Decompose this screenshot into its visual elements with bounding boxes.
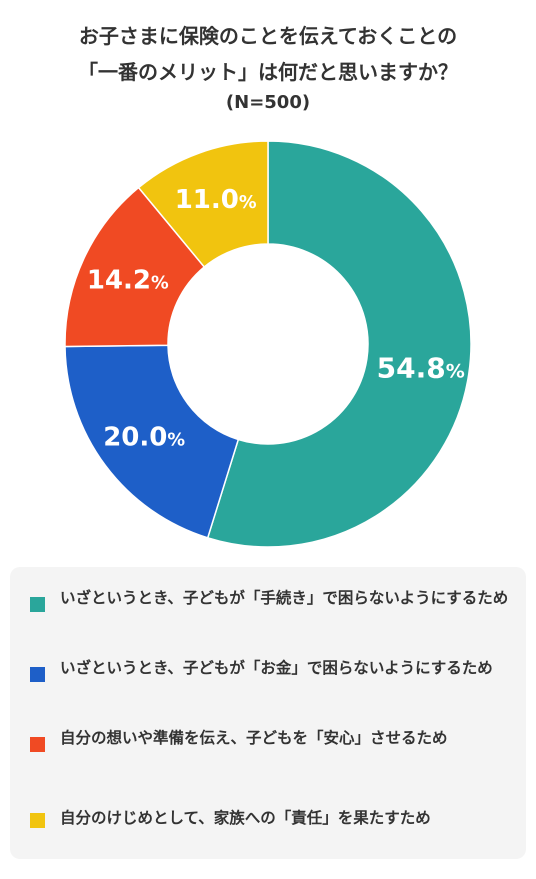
legend: いざというとき、子どもが「手続き」で困らないようにするため いざというとき、子ども…: [10, 567, 526, 859]
legend-label-4: 自分のけじめとして、家族への「責任」を果たすため: [60, 809, 431, 827]
legend-swatch-3: [30, 737, 45, 752]
slice-value-label-2: 20.0%: [103, 423, 185, 453]
donut-chart: 54.8% 20.0% 14.2% 11.0%: [64, 140, 472, 548]
legend-swatch-1: [30, 597, 45, 612]
legend-label-1: いざというとき、子どもが「手続き」で困らないようにするため: [60, 589, 509, 607]
donut-slice-2: [64, 344, 240, 539]
slice-value-label-4: 11.0%: [175, 185, 257, 215]
donut-slice-1: [206, 140, 472, 548]
title-line-1: お子さまに保険のことを伝えておくことの: [78, 24, 458, 48]
legend-swatch-4: [30, 813, 45, 828]
legend-label-3: 自分の想いや準備を伝え、子どもを「安心」させるため: [60, 729, 448, 747]
slice-value-label-1: 54.8%: [377, 351, 465, 384]
legend-label-2: いざというとき、子どもが「お金」で困らないようにするため: [60, 659, 493, 677]
donut-slice-3: [64, 186, 206, 348]
donut-slice-4: [137, 140, 269, 269]
chart-subtitle: (N=500): [225, 92, 311, 113]
title-line-2: 「一番のメリット」は何だと思いますか？: [78, 60, 458, 84]
chart-title: お子さまに保険のことを伝えておくことの 「一番のメリット」は何だと思いますか？: [0, 18, 536, 90]
legend-swatch-2: [30, 667, 45, 682]
slice-value-label-3: 14.2%: [87, 265, 169, 295]
